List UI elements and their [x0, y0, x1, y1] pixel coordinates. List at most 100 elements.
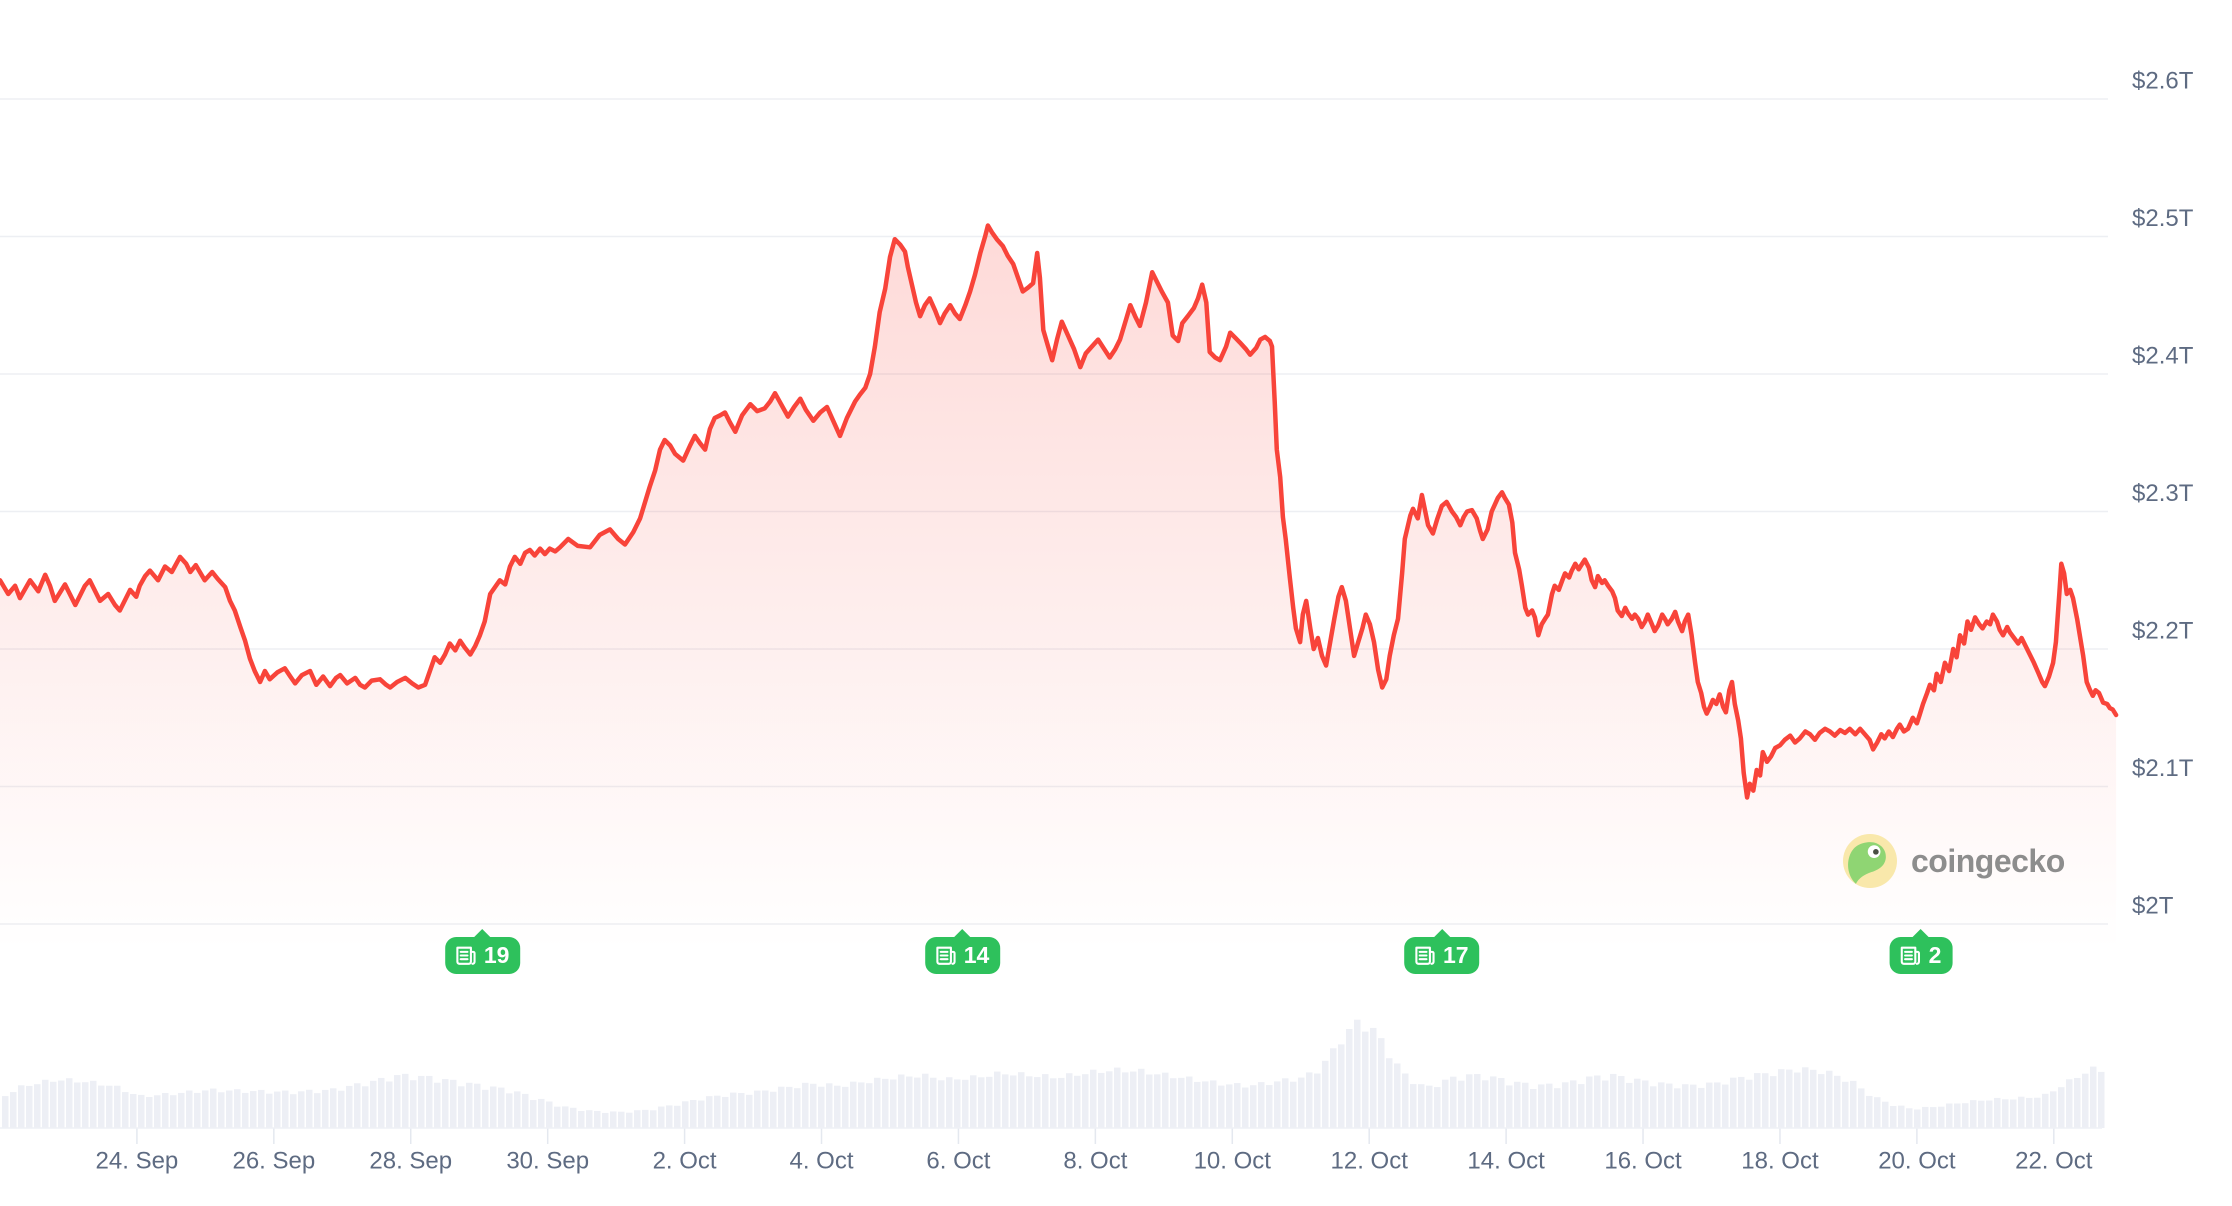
volume-bar [1594, 1075, 1601, 1128]
volume-bar [874, 1077, 881, 1128]
volume-bar [346, 1085, 353, 1128]
volume-bar [1586, 1076, 1593, 1128]
volume-bar [2034, 1097, 2041, 1128]
volume-bar [1450, 1076, 1457, 1128]
volume-bar [1626, 1082, 1633, 1128]
volume-bar [610, 1111, 617, 1128]
volume-bar [866, 1083, 873, 1128]
news-badge[interactable]: 19 [444, 937, 521, 974]
volume-bar [1010, 1075, 1017, 1128]
coingecko-watermark: coingecko [1843, 834, 2065, 888]
volume-bar [202, 1090, 209, 1128]
volume-bar [42, 1079, 49, 1128]
volume-bar [1858, 1088, 1865, 1128]
volume-bar [530, 1100, 537, 1128]
volume-bar [1202, 1081, 1209, 1128]
volume-bar [1970, 1100, 1977, 1128]
volume-bar [498, 1087, 505, 1128]
x-axis-label: 10. Oct [1194, 1147, 1272, 1174]
x-axis-label: 26. Sep [232, 1147, 315, 1174]
volume-bar [1538, 1084, 1545, 1128]
volume-bar [66, 1078, 73, 1128]
volume-bar [34, 1084, 41, 1128]
volume-bar [1706, 1082, 1713, 1128]
volume-bar [1322, 1060, 1329, 1128]
x-axis-ticks [0, 1127, 2102, 1144]
volume-bar [578, 1111, 585, 1128]
volume-bar [834, 1085, 841, 1128]
volume-bar [786, 1086, 793, 1128]
volume-bar [314, 1093, 321, 1128]
x-axis-label: 18. Oct [1741, 1147, 1819, 1174]
news-badge[interactable]: 17 [1403, 937, 1480, 974]
x-axis-label: 4. Oct [790, 1147, 854, 1174]
volume-bar [970, 1075, 977, 1128]
volume-bar [290, 1094, 297, 1128]
volume-bar [306, 1089, 313, 1128]
volume-bar [386, 1081, 393, 1128]
volume-bar [1106, 1071, 1113, 1128]
volume-bar [1570, 1080, 1577, 1128]
news-count: 2 [1928, 942, 1942, 968]
x-axis-label: 6. Oct [926, 1147, 990, 1174]
x-axis-label: 24. Sep [96, 1147, 179, 1174]
volume-bar [1258, 1082, 1265, 1128]
y-axis-label: $2.6T [2132, 67, 2194, 94]
volume-bar [1922, 1106, 1929, 1128]
volume-bar [378, 1077, 385, 1128]
volume-bar [2074, 1077, 2081, 1128]
volume-bar [770, 1091, 777, 1128]
volume-bar [1098, 1072, 1105, 1128]
volume-bar [26, 1085, 33, 1128]
volume-bar [1138, 1068, 1145, 1128]
volume-bar [658, 1106, 665, 1128]
volume-bar [1666, 1083, 1673, 1128]
volume-bar [690, 1100, 697, 1128]
volume-bar [594, 1110, 601, 1128]
volume-bar [1090, 1069, 1097, 1128]
news-badge[interactable]: 14 [924, 937, 1001, 974]
volume-bar [1530, 1088, 1537, 1128]
volume-bar [122, 1092, 129, 1128]
watermark-text: coingecko [1911, 842, 2065, 879]
volume-bar [946, 1077, 953, 1128]
volume-bar [1282, 1078, 1289, 1128]
news-badge[interactable]: 2 [1889, 937, 1953, 974]
volume-bar [730, 1092, 737, 1128]
volume-bar [1810, 1069, 1817, 1128]
volume-bar [1114, 1067, 1121, 1128]
volume-bar [1034, 1077, 1041, 1128]
volume-bar [1434, 1087, 1441, 1128]
volume-bar [1802, 1067, 1809, 1128]
volume-bar [1122, 1072, 1129, 1128]
volume-bar [1738, 1076, 1745, 1128]
volume-bar [1186, 1076, 1193, 1128]
volume-bar [1842, 1081, 1849, 1128]
x-axis-label: 16. Oct [1604, 1147, 1682, 1174]
volume-bar [1954, 1103, 1961, 1128]
volume-bar [890, 1079, 897, 1128]
y-axis-labels: $2.6T $2.5T $2.4T $2.3T $2.2T $2.1T $2T [2132, 67, 2194, 919]
volume-bar [98, 1085, 105, 1128]
volume-bar [466, 1082, 473, 1128]
x-axis-label: 12. Oct [1331, 1147, 1409, 1174]
volume-bar [1978, 1100, 1985, 1128]
volume-bar [1050, 1078, 1057, 1128]
volume-bar [1338, 1044, 1345, 1128]
volume-bar [922, 1073, 929, 1128]
volume-bar [1170, 1078, 1177, 1128]
volume-bar [1906, 1108, 1913, 1128]
volume-bar [634, 1110, 641, 1128]
volume-bar [1482, 1080, 1489, 1128]
y-axis-label: $2.5T [2132, 205, 2194, 232]
volume-bar [1818, 1074, 1825, 1128]
volume-bar [426, 1075, 433, 1128]
volume-bar [1730, 1077, 1737, 1128]
volume-bar [938, 1080, 945, 1128]
volume-bar [2026, 1097, 2033, 1128]
volume-bar [1194, 1081, 1201, 1128]
volume-bar [1402, 1073, 1409, 1128]
volume-bar [370, 1080, 377, 1128]
